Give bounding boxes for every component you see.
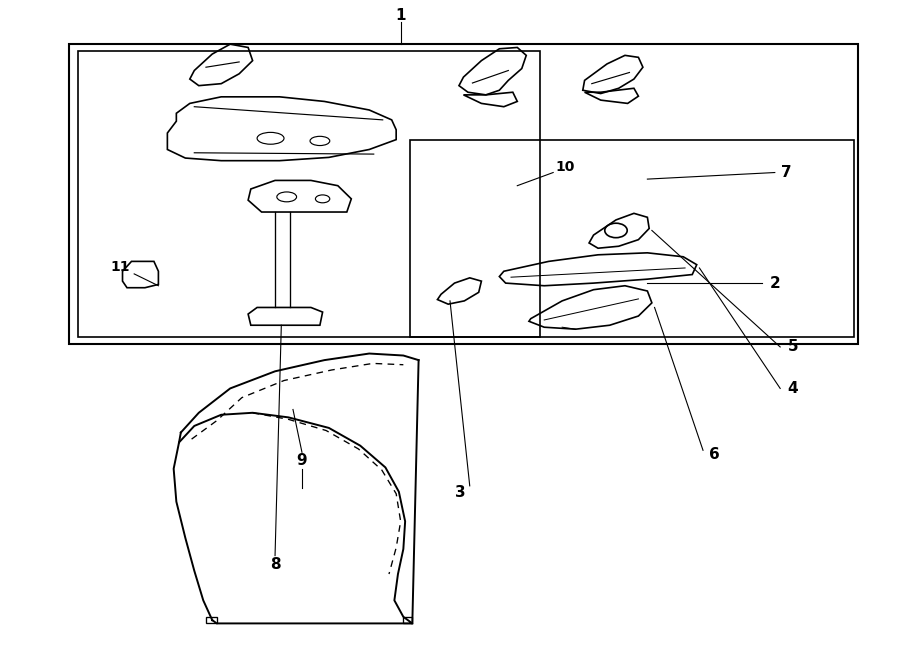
Text: 6: 6: [709, 447, 720, 462]
Text: 2: 2: [770, 276, 780, 291]
Text: 10: 10: [555, 160, 574, 175]
Bar: [68, 44, 859, 344]
Text: 3: 3: [455, 485, 466, 500]
Text: 7: 7: [781, 165, 792, 180]
Text: 4: 4: [788, 381, 798, 396]
Text: 9: 9: [297, 453, 307, 469]
Text: 5: 5: [788, 340, 798, 354]
Bar: [77, 51, 540, 337]
Text: 1: 1: [395, 9, 406, 23]
Text: 8: 8: [270, 557, 281, 572]
Text: 11: 11: [110, 260, 130, 274]
